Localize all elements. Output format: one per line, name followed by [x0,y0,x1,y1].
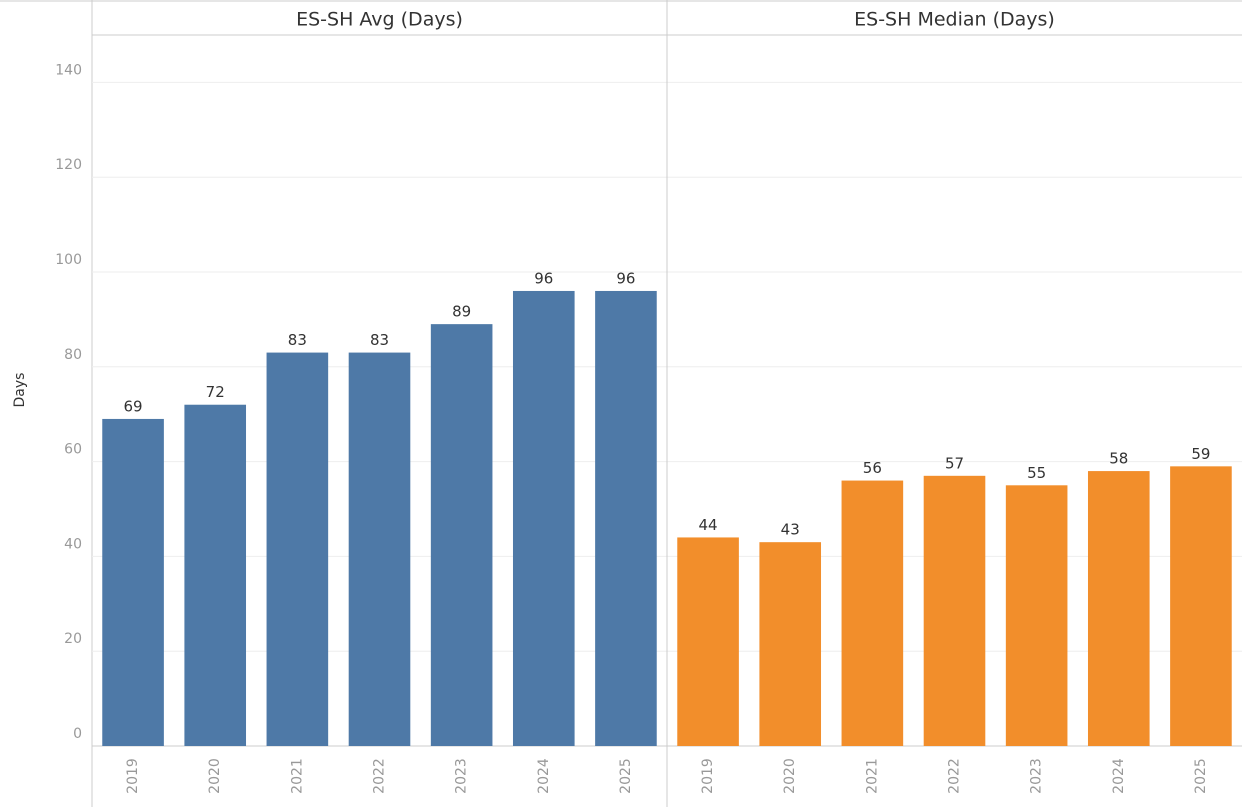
x-tick-label: 2024 [1111,758,1127,794]
bar [512,290,575,746]
value-label: 57 [945,454,964,472]
y-tick-label: 100 [55,252,82,268]
y-tick-label: 60 [64,442,82,458]
bar [348,352,411,746]
value-label: 83 [288,331,307,349]
x-tick-label: 2024 [536,758,552,794]
bar [184,404,247,746]
value-label: 43 [781,521,800,539]
x-tick-label: 2022 [372,758,388,794]
x-tick-label: 2020 [207,758,223,794]
bar [102,418,164,746]
value-label: 96 [616,269,635,287]
value-label: 89 [452,303,471,321]
bar [677,537,739,746]
value-label: 55 [1027,464,1046,482]
panel-title: ES-SH Avg (Days) [296,9,463,31]
bar [759,542,822,746]
x-tick-label: 2023 [454,758,470,794]
y-tick-label: 80 [64,347,82,363]
value-label: 96 [534,269,553,287]
value-label: 83 [370,331,389,349]
bar [841,480,904,746]
x-tick-label: 2025 [1193,758,1209,794]
value-label: 59 [1191,445,1210,463]
bar [266,352,329,746]
x-tick-label: 2019 [700,758,716,794]
y-tick-label: 120 [55,157,82,173]
bar [1005,485,1068,746]
x-tick-label: 2019 [125,758,141,794]
y-tick-label: 20 [64,631,82,647]
x-tick-label: 2025 [618,758,634,794]
x-tick-label: 2022 [947,758,963,794]
bar [1087,471,1150,746]
x-tick-label: 2023 [1029,758,1045,794]
value-label: 58 [1109,450,1128,468]
value-label: 56 [863,459,882,477]
value-label: 69 [124,397,143,415]
bar [430,324,493,746]
x-tick-label: 2021 [864,758,880,794]
bar [1170,466,1232,746]
y-tick-label: 140 [55,62,82,78]
bar [595,290,657,746]
y-tick-label: 0 [73,726,82,742]
x-tick-label: 2020 [782,758,798,794]
y-tick-label: 40 [64,536,82,552]
y-axis-label: Days [12,373,28,408]
value-label: 72 [206,383,225,401]
x-tick-label: 2021 [289,758,305,794]
bar [923,475,986,746]
panel-title: ES-SH Median (Days) [854,9,1055,31]
value-label: 44 [699,516,718,534]
